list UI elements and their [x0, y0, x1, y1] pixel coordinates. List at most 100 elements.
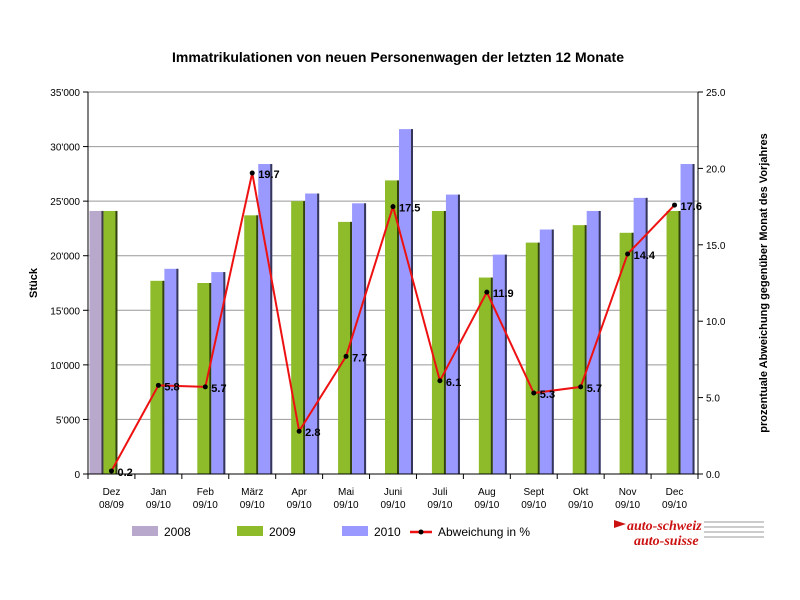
y2-tick-label: 20.0 [706, 164, 726, 175]
bar-shadow [223, 272, 226, 474]
deviation-point [155, 382, 161, 388]
bar-2009 [619, 232, 634, 474]
x-tick-label: 08/09 [99, 500, 124, 511]
y-tick-label: 5'000 [56, 415, 81, 426]
x-tick-label: 09/10 [662, 500, 687, 511]
deviation-point [296, 428, 302, 434]
bar-shadow [303, 201, 306, 474]
x-tick-label: Juli [432, 487, 447, 498]
y-tick-label: 35'000 [50, 88, 80, 99]
x-tick-label: Feb [197, 487, 215, 498]
logo-line1: auto-schweiz [627, 519, 702, 534]
bar-2009 [338, 221, 353, 474]
bar-shadow [645, 197, 648, 474]
data-label: 17.6 [681, 201, 702, 213]
bar-shadow [504, 254, 507, 474]
data-label: 0.2 [117, 467, 132, 479]
y-tick-label: 10'000 [50, 361, 80, 372]
bar-2010 [680, 164, 695, 474]
logo-arrow-icon [614, 520, 626, 528]
x-tick-label: 09/10 [427, 500, 452, 511]
x-tick-label: Mai [338, 487, 354, 498]
bar-2009 [385, 180, 399, 475]
data-label: 19.7 [258, 169, 279, 181]
deviation-point [578, 384, 584, 390]
deviation-point [202, 384, 208, 390]
y-axis-ticks: 0 5'000 10'000 15'000 20'000 25'000 30'000 35'0… [50, 88, 88, 481]
x-tick-label: Sept [523, 487, 544, 498]
x-tick-label: 09/10 [240, 500, 265, 511]
bar-2009 [197, 283, 212, 474]
bar-2010 [445, 194, 460, 474]
legend-line-marker [418, 529, 424, 535]
bar-shadow [350, 221, 353, 474]
bar-shadow [256, 215, 259, 474]
x-tick-label: 09/10 [474, 500, 499, 511]
bar-shadow [443, 210, 446, 475]
x-tick-label: 09/10 [568, 500, 593, 511]
y2-tick-label: 15.0 [706, 241, 726, 252]
y2-tick-label: 25.0 [706, 88, 726, 99]
data-labels: 0.2 5.8 5.7 19.7 2.8 7.7 17.5 6.1 11.9 5.3 5.7 14.4… [117, 169, 701, 479]
x-tick-label: März [241, 487, 263, 498]
deviation-point [249, 170, 255, 176]
x-tick-label: 09/10 [521, 500, 546, 511]
bar-2009 [572, 225, 587, 474]
deviation-point [390, 204, 396, 210]
bar-shadow [537, 242, 540, 474]
bar-2009 [666, 210, 681, 475]
legend-label: 2009 [269, 525, 296, 539]
data-label: 6.1 [446, 377, 461, 389]
x-tick-label: 09/10 [334, 500, 359, 511]
bar-shadow [631, 232, 634, 474]
logo-line2: auto-suisse [634, 534, 699, 549]
x-tick-label: Nov [619, 487, 637, 498]
data-label: 14.4 [634, 250, 656, 262]
legend-label: Abweichung in % [438, 525, 530, 539]
bar-shadow [411, 129, 413, 474]
y2-tick-label: 5.0 [706, 394, 720, 405]
legend-label: 2010 [374, 525, 401, 539]
bar-2010 [586, 210, 601, 475]
y-tick-label: 15'000 [50, 306, 80, 317]
bar-2008 [89, 210, 104, 475]
bar-shadow [397, 180, 399, 475]
y-tick-label: 25'000 [50, 197, 80, 208]
deviation-point [672, 202, 678, 208]
y2-axis-title: prozentuale Abweichung gegenüber Monat d… [758, 133, 770, 433]
bar-2010 [164, 268, 179, 474]
bar-shadow [176, 268, 179, 474]
bar-shadow [551, 229, 554, 474]
bar-shadow [364, 203, 367, 474]
bar-shadow [162, 280, 165, 474]
bar-2009 [478, 277, 493, 474]
bar-2009 [103, 210, 118, 475]
y2-tick-label: 0.0 [706, 470, 720, 481]
bar-2010 [633, 197, 648, 474]
legend-label: 2008 [164, 525, 191, 539]
bar-shadow [270, 164, 273, 474]
data-label: 17.5 [399, 203, 420, 215]
bar-2009 [525, 242, 540, 474]
x-tick-label: 09/10 [287, 500, 312, 511]
bar-shadow [317, 193, 320, 474]
logo: auto-schweiz auto-suisse [614, 519, 764, 549]
data-label: 7.7 [352, 352, 367, 364]
bar-shadow [457, 194, 460, 474]
x-tick-label: Dez [103, 487, 121, 498]
bar-2009 [244, 215, 259, 474]
bar-2009 [150, 280, 165, 474]
deviation-point [437, 378, 443, 384]
bar-shadow [598, 210, 601, 475]
data-label: 5.7 [211, 383, 226, 395]
bar-shadow [115, 210, 118, 475]
chart-title: Immatrikulationen von neuen Personenwage… [172, 49, 624, 65]
data-label: 5.7 [587, 383, 602, 395]
legend-swatch-2010 [342, 526, 368, 536]
bar-2010 [492, 254, 507, 474]
bar-shadow [692, 164, 695, 474]
bar-shadow [101, 210, 104, 475]
deviation-point [484, 289, 490, 295]
bar-2010 [539, 229, 554, 474]
